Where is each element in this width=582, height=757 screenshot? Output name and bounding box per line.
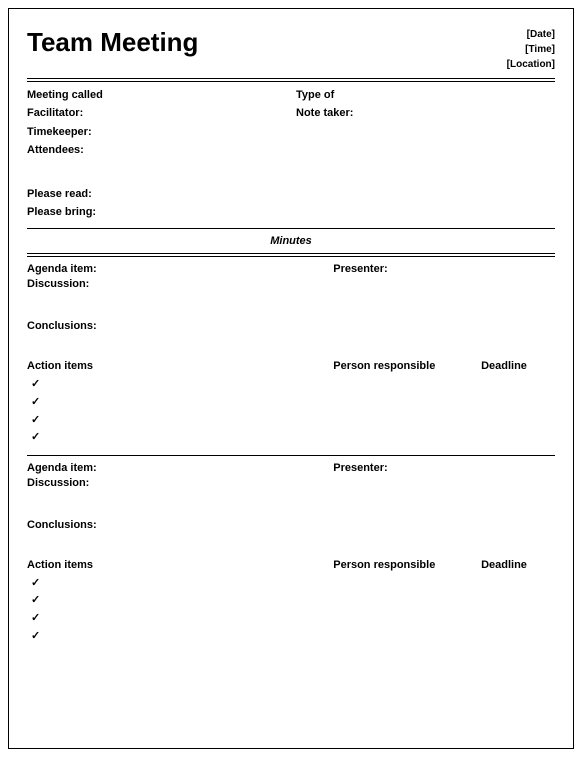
check-icon: ✓ (31, 610, 555, 628)
action-checklist: ✓ ✓ ✓ ✓ (27, 575, 555, 645)
meta-time: [Time] (507, 42, 555, 57)
agenda-block-1: Agenda item: Presenter: Discussion: Conc… (27, 263, 555, 446)
action-checklist: ✓ ✓ ✓ ✓ (27, 376, 555, 446)
check-icon: ✓ (31, 628, 555, 646)
label-meeting-called: Meeting called (27, 88, 286, 103)
check-icon: ✓ (31, 412, 555, 430)
check-icon: ✓ (31, 575, 555, 593)
divider-single (27, 455, 555, 456)
divider-single (27, 228, 555, 229)
meta-date: [Date] (507, 27, 555, 42)
label-attendees: Attendees: (27, 143, 555, 158)
minutes-heading: Minutes (27, 235, 555, 247)
label-action-items: Action items (27, 559, 333, 571)
spacer (27, 531, 555, 553)
label-please-read: Please read: (27, 187, 555, 202)
spacer (27, 332, 555, 354)
label-agenda-item: Agenda item: (27, 462, 333, 474)
agenda-row: Agenda item: Presenter: (27, 263, 555, 275)
agenda-row: Agenda item: Presenter: (27, 462, 555, 474)
document-page: Team Meeting [Date] [Time] [Location] Me… (8, 8, 574, 749)
label-discussion: Discussion: (27, 477, 555, 489)
label-presenter: Presenter: (333, 462, 555, 474)
divider-double (27, 253, 555, 257)
check-icon: ✓ (31, 376, 555, 394)
label-action-items: Action items (27, 360, 333, 372)
meta-location: [Location] (507, 57, 555, 72)
label-discussion: Discussion: (27, 278, 555, 290)
spacer (27, 290, 555, 320)
label-deadline: Deadline (481, 559, 555, 571)
check-icon: ✓ (31, 592, 555, 610)
label-facilitator: Facilitator: (27, 106, 286, 121)
check-icon: ✓ (31, 394, 555, 412)
spacer (27, 162, 555, 184)
meta-block: [Date] [Time] [Location] (507, 27, 555, 72)
label-please-bring: Please bring: (27, 205, 555, 220)
check-icon: ✓ (31, 429, 555, 447)
agenda-block-2: Agenda item: Presenter: Discussion: Conc… (27, 462, 555, 645)
label-deadline: Deadline (481, 360, 555, 372)
label-conclusions: Conclusions: (27, 320, 555, 332)
header-row: Team Meeting [Date] [Time] [Location] (27, 27, 555, 72)
action-header: Action items Person responsible Deadline (27, 559, 555, 571)
label-person-responsible: Person responsible (333, 559, 481, 571)
action-header: Action items Person responsible Deadline (27, 360, 555, 372)
info-grid: Meeting called Type of Facilitator: Note… (27, 88, 555, 220)
label-conclusions: Conclusions: (27, 519, 555, 531)
divider-double (27, 78, 555, 82)
page-title: Team Meeting (27, 27, 198, 58)
label-presenter: Presenter: (333, 263, 555, 275)
label-agenda-item: Agenda item: (27, 263, 333, 275)
label-type-of: Type of (296, 88, 555, 103)
label-person-responsible: Person responsible (333, 360, 481, 372)
label-note-taker: Note taker: (296, 106, 555, 121)
spacer (27, 489, 555, 519)
label-timekeeper: Timekeeper: (27, 125, 555, 140)
